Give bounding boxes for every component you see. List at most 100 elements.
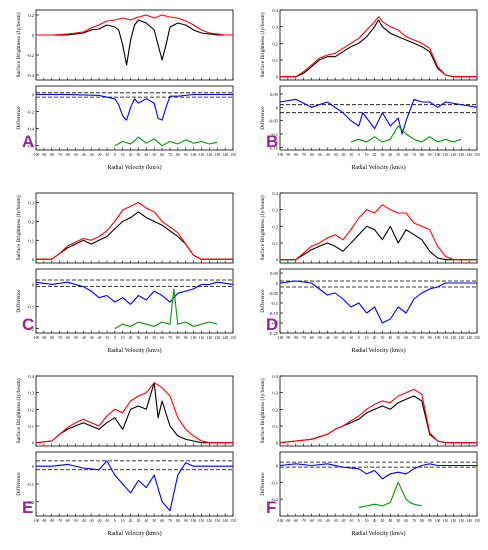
y-tick-label: -0.05 <box>269 119 279 124</box>
chart-panel-E: 0.4 0.3 0.2 0.1 0 0 -0.1 -0.2 -100 -90 -80 -70 -60 -5… <box>0 366 244 549</box>
x-tick-label: 30 <box>137 336 141 340</box>
x-tick-label: -80 <box>49 153 54 157</box>
y-axis-label-top: Surface Brightness (Jy/beam) <box>15 195 22 260</box>
y-tick-label: 0 <box>32 441 35 446</box>
x-tick-label: -10 <box>105 519 110 523</box>
x-tick-label: -70 <box>57 336 62 340</box>
x-tick-label: -100 <box>277 336 284 340</box>
y-tick-label: 0.05 <box>270 271 279 276</box>
x-tick-label: 40 <box>389 519 393 523</box>
y-tick-label: 0.3 <box>272 208 278 213</box>
x-tick-label: 10 <box>365 519 369 523</box>
x-tick-label: -40 <box>81 153 86 157</box>
y-tick-label: 0.3 <box>272 391 278 396</box>
x-tick-label: -10 <box>105 153 110 157</box>
chart-panel-A: 0.2 0 -0.2 -0.4 0 -0.2 -0.4 -0.6 -100 -90 -80 -70 -6… <box>0 0 244 183</box>
y-tick-label: 0.2 <box>28 13 34 18</box>
y-tick-label: -0.05 <box>269 291 279 296</box>
blue-line <box>35 281 234 305</box>
x-tick-label: -20 <box>341 153 346 157</box>
x-tick-label: 50 <box>396 519 400 523</box>
x-tick-label: -80 <box>49 336 54 340</box>
panel-letter: E <box>22 498 33 517</box>
plot-frame-bottom <box>279 85 478 151</box>
y-axis-label-bottom: Difference <box>259 106 266 130</box>
x-tick-label: 130 <box>459 336 465 340</box>
plot-frame-top <box>279 9 478 81</box>
y-tick-label: -0.4 <box>27 73 35 78</box>
black-line <box>35 382 233 444</box>
y-tick-label: 0.1 <box>272 241 278 246</box>
black-line <box>280 225 477 261</box>
panel-letter: F <box>266 498 276 517</box>
red-line <box>36 14 233 36</box>
x-tick-label: 90 <box>428 519 432 523</box>
x-tick-label: 80 <box>420 153 424 157</box>
x-tick-label: 120 <box>207 336 213 340</box>
blue-line <box>36 460 233 512</box>
y-tick-label: -0.15 <box>269 311 279 316</box>
black-line <box>36 19 233 66</box>
x-tick-label: 120 <box>207 153 213 157</box>
x-tick-label: 120 <box>207 519 213 523</box>
plot-frame-bottom <box>35 451 234 517</box>
y-tick-label: 0.1 <box>272 58 278 63</box>
x-tick-label: -30 <box>89 153 94 157</box>
black-line <box>280 19 477 78</box>
blue-line <box>279 98 478 135</box>
x-tick-label: -40 <box>81 336 86 340</box>
plot-frame-top <box>35 9 234 81</box>
x-tick-label: 40 <box>389 153 393 157</box>
y-axis-label-bottom: Difference <box>259 472 266 496</box>
x-tick-label: -20 <box>341 519 346 523</box>
x-tick-label: 40 <box>145 519 149 523</box>
panel-letter: D <box>266 315 278 334</box>
y-tick-label: -0.25 <box>269 331 279 336</box>
y-tick-label: 0.1 <box>28 238 34 243</box>
x-tick-label: -60 <box>309 519 314 523</box>
x-tick-label: 60 <box>160 153 164 157</box>
y-tick-label: -0.2 <box>27 110 34 115</box>
plot-frame-bottom <box>35 85 234 151</box>
x-tick-label: 90 <box>428 336 432 340</box>
x-axis-label: Radial Velocity (km/s) <box>107 347 161 354</box>
x-axis-label: Radial Velocity (km/s) <box>351 530 405 537</box>
x-tick-label: 110 <box>199 336 204 340</box>
chart-svg-B: 0.40.30.20.100.050-0.05-0.1-0.15-100 -90-… <box>259 8 480 171</box>
x-tick-label: -10 <box>349 519 354 523</box>
y-tick-label: -0.1 <box>271 132 278 137</box>
x-tick-label: 20 <box>373 153 377 157</box>
blue-line <box>36 93 233 121</box>
x-tick-label: 110 <box>443 336 448 340</box>
x-tick-label: 130 <box>459 153 465 157</box>
y-axis-label-bottom: Difference <box>15 472 22 496</box>
x-tick-label: -10 <box>105 336 110 340</box>
y-tick-label: 0.3 <box>28 391 34 396</box>
x-tick-label: 130 <box>215 519 221 523</box>
x-tick-label: 30 <box>381 336 385 340</box>
x-tick-label: 10 <box>121 153 125 157</box>
y-tick-label: -0.1 <box>271 480 278 485</box>
x-tick-label: 150 <box>474 153 480 157</box>
x-axis-label: Radial Velocity (km/s) <box>107 530 161 537</box>
plot-frame-top <box>35 192 234 264</box>
x-tick-label: -70 <box>301 153 306 157</box>
panel-letter: A <box>22 132 34 151</box>
x-tick-label: 110 <box>199 519 204 523</box>
x-tick-label: -60 <box>309 336 314 340</box>
green-line <box>358 481 422 509</box>
x-tick-label: 120 <box>451 153 457 157</box>
x-tick-label: -80 <box>293 519 298 523</box>
y-tick-label: -0.1 <box>27 305 34 310</box>
y-axis-label-top: Surface Brightness (Jy/beam) <box>259 378 266 443</box>
x-tick-label: 10 <box>365 153 369 157</box>
x-axis-label: Radial Velocity (km/s) <box>351 347 405 354</box>
chart-panel-D: 0.4 0.3 0.2 0.1 0 0.05 0 -0.05 -0.1 -0.15 -0.2 -0.2… <box>244 183 488 366</box>
x-tick-label: 60 <box>404 519 408 523</box>
x-tick-label: -70 <box>301 519 306 523</box>
x-tick-label: -80 <box>293 153 298 157</box>
y-tick-label: 0.1 <box>28 424 34 429</box>
x-tick-label: -50 <box>73 153 78 157</box>
red-line <box>35 382 233 444</box>
x-tick-label: -40 <box>325 519 330 523</box>
